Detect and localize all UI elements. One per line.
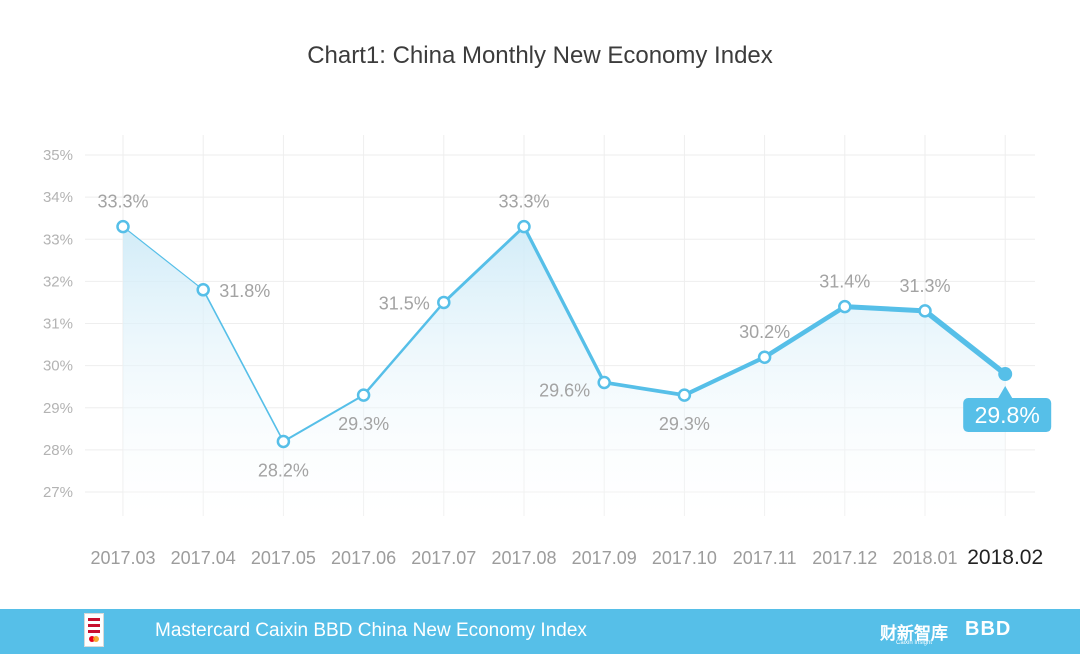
x-tick-label: 2017.10 [652, 548, 717, 568]
x-tick-label: 2017.07 [411, 548, 476, 568]
data-point [437, 295, 451, 310]
series-line-segment [362, 301, 446, 397]
series-line-segment [522, 224, 606, 385]
y-tick-label: 32% [43, 273, 73, 290]
series-line-segment [922, 308, 1008, 377]
data-label: 31.4% [819, 272, 870, 292]
x-tick-label: 2017.06 [331, 548, 396, 568]
y-tick-label: 30% [43, 358, 73, 375]
x-tick-label: 2017.05 [251, 548, 316, 568]
data-label: 28.2% [258, 460, 309, 480]
callout-box [963, 398, 1052, 433]
callout-pointer [998, 386, 1013, 399]
footer-title: Mastercard Caixin BBD China New Economy … [155, 620, 587, 641]
data-point [838, 299, 852, 314]
footer-bar: Mastercard Caixin BBD China New Economy … [0, 609, 1080, 654]
mastercard-nei-logo-icon [84, 613, 104, 647]
y-tick-label: 31% [43, 316, 73, 333]
data-label: 30.2% [739, 322, 790, 342]
data-point [517, 219, 531, 234]
x-tick-label: 2017.08 [491, 548, 556, 568]
data-point [196, 283, 210, 297]
x-tick-label: 2018.01 [892, 548, 957, 568]
series-line-segment [282, 394, 365, 443]
caixin-insight-logo: 财新智库 [880, 624, 948, 643]
data-point [918, 304, 932, 318]
series-line-segment [842, 304, 928, 314]
data-point [276, 434, 291, 449]
x-tick-label: 2017.04 [171, 548, 236, 568]
data-label: 29.3% [659, 414, 710, 434]
data-label-highlight: 29.8% [975, 402, 1040, 428]
x-tick-label: 2017.11 [733, 548, 797, 568]
data-label: 33.3% [498, 192, 549, 212]
x-tick-label: 2017.09 [572, 548, 637, 568]
line-chart: 33.3% 31.8% 28.2% 29.3% 31.5% 33.3% 29.6% 29.3%… [43, 135, 1052, 569]
series-line-segment [202, 288, 285, 443]
data-label: 31.3% [899, 276, 950, 296]
area-fill [123, 226, 1006, 517]
data-point [597, 375, 611, 390]
y-tick-label: 33% [43, 231, 73, 248]
series-line-segment [122, 226, 204, 291]
series-line-segment [682, 355, 767, 398]
data-point [677, 388, 692, 402]
series-line-segment [442, 225, 526, 304]
y-tick-label: 35% [43, 147, 73, 164]
data-label: 31.8% [219, 281, 270, 301]
data-point [356, 388, 371, 402]
data-label: 29.3% [338, 414, 389, 434]
data-point-highlight [998, 367, 1013, 382]
bbd-logo: BBD [965, 618, 1012, 640]
y-tick-label: 34% [43, 189, 73, 206]
data-label: 31.5% [379, 293, 430, 313]
chart-title: Chart1: China Monthly New Economy Index [307, 42, 773, 69]
y-tick-label: 28% [43, 442, 73, 459]
series-line-segment [762, 304, 848, 360]
caixin-insight-sub-logo: Caixin Insight [896, 640, 933, 646]
x-tick-label: 2017.03 [90, 548, 155, 568]
x-tick-label: 2017.12 [812, 548, 877, 568]
y-tick-label: 27% [43, 484, 73, 501]
data-point [116, 219, 130, 234]
data-label: 33.3% [97, 192, 148, 212]
data-label: 29.6% [539, 380, 590, 400]
data-point [757, 350, 772, 364]
y-tick-label: 29% [43, 400, 73, 417]
series-line-segment [602, 380, 687, 397]
x-tick-label: 2018.02 [967, 546, 1043, 569]
